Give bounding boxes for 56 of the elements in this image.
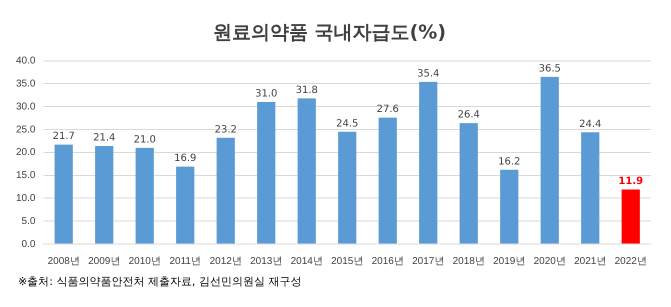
x-tick-label: 2012년	[210, 256, 242, 267]
data-label: 16.2	[498, 156, 520, 168]
data-label: 21.0	[134, 134, 156, 146]
bar	[176, 166, 194, 244]
chart-title: 원료의약품 국내자급도(%)	[212, 21, 446, 44]
x-tick-label: 2014년	[290, 256, 323, 267]
bar	[540, 76, 559, 244]
y-tick-label: 5.0	[22, 216, 36, 227]
y-tick-label: 25.0	[16, 124, 36, 136]
x-tick-label: 2022년	[614, 256, 647, 267]
x-tick-label: 2015년	[331, 256, 364, 267]
bar	[419, 82, 438, 244]
data-label: 24.4	[579, 118, 602, 130]
x-tick-label: 2009년	[88, 256, 120, 267]
bar	[338, 132, 356, 244]
data-label: 23.2	[214, 124, 237, 136]
bar	[622, 190, 640, 244]
x-tick-label: 2019년	[493, 256, 526, 267]
x-tick-label: 2010년	[128, 256, 161, 267]
x-tick-label: 2021년	[574, 256, 606, 267]
data-label: 36.5	[538, 63, 561, 74]
bar	[378, 118, 397, 244]
bar	[257, 102, 276, 244]
bar	[136, 148, 154, 244]
x-tick-label: 2013년	[250, 256, 282, 267]
data-label: 31.0	[255, 88, 278, 100]
bar	[581, 132, 600, 244]
data-label: 21.7	[52, 131, 75, 142]
data-label: 21.4	[93, 132, 116, 144]
x-tick-label: 2018년	[452, 256, 485, 267]
data-label: 24.5	[336, 118, 358, 130]
y-tick-label: 10.0	[16, 192, 36, 204]
bar	[460, 123, 478, 244]
bar	[95, 146, 114, 244]
data-label: 31.8	[296, 84, 318, 96]
text: ※출처: 식품의약품안전처 제출자료, 김선민의원실 재구성	[18, 274, 302, 289]
y-tick-label: 20.0	[16, 147, 36, 158]
bar	[500, 170, 518, 244]
y-tick-label: 0.0	[22, 238, 36, 250]
data-label: 26.4	[458, 110, 480, 121]
x-tick-label: 2016년	[372, 256, 404, 267]
data-label: 11.9	[618, 176, 644, 188]
x-tick-label: 2008년	[48, 256, 80, 267]
data-label: 16.9	[174, 153, 196, 164]
x-tick-label: 2017년	[412, 256, 444, 267]
bar	[298, 98, 316, 244]
x-tick-label: 2011년	[169, 256, 201, 267]
y-tick-label: 30.0	[16, 101, 36, 112]
x-tick-label: 2020년	[534, 256, 566, 267]
data-label: 27.6	[376, 104, 399, 116]
y-tick-label: 35.0	[16, 78, 36, 90]
y-tick-label: 40.0	[16, 56, 36, 67]
bar	[216, 138, 235, 244]
data-label: 35.4	[417, 68, 440, 80]
y-tick-label: 15.0	[16, 170, 36, 182]
bar	[54, 144, 73, 244]
